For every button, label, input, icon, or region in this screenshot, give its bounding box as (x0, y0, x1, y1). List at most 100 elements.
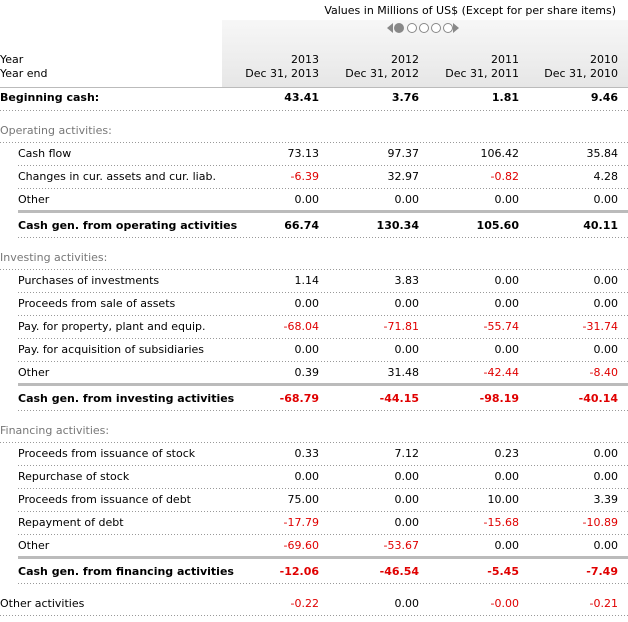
total-value: -12.06 (280, 565, 320, 578)
row-value: 3.39 (594, 493, 619, 506)
row-label: Pay. for acquisition of subsidiaries (18, 343, 204, 356)
other-activities-value: -0.22 (291, 597, 319, 610)
total-value: -68.79 (280, 392, 319, 405)
row-value: -68.04 (284, 320, 319, 333)
row-value: 0.39 (295, 366, 320, 379)
column-date: Dec 31, 2011 (445, 67, 519, 80)
other-activities-value: -0.00 (491, 597, 519, 610)
beginning-cash-value: 3.76 (392, 91, 419, 104)
other-activities-value: 0.00 (395, 597, 420, 610)
row-value: 0.00 (295, 343, 320, 356)
pager-dot[interactable] (431, 23, 441, 33)
pager-dot[interactable] (419, 23, 429, 33)
row-value: 97.37 (388, 147, 420, 160)
row-value: 31.48 (388, 366, 420, 379)
row-value: 0.00 (395, 193, 420, 206)
total-label: Cash gen. from investing activities (18, 392, 235, 405)
row-value: -6.39 (291, 170, 319, 183)
row-value: 0.00 (495, 343, 520, 356)
beginning-cash-value: 43.41 (284, 91, 319, 104)
row-value: -42.44 (484, 366, 519, 379)
pager-dot[interactable] (407, 23, 417, 33)
row-value: 75.00 (288, 493, 320, 506)
header-label: Year (0, 53, 24, 66)
section-title: Investing activities: (0, 251, 107, 264)
row-value: 10.00 (488, 493, 520, 506)
row-value: 0.00 (594, 297, 619, 310)
row-value: -8.40 (590, 366, 618, 379)
row-value: -10.89 (583, 516, 618, 529)
beginning-cash-value: 1.81 (492, 91, 519, 104)
header-label: Year end (0, 67, 48, 80)
column-date: Dec 31, 2013 (245, 67, 319, 80)
total-rule (18, 556, 628, 559)
pager-prev[interactable] (387, 23, 393, 33)
column-date: Dec 31, 2010 (544, 67, 618, 80)
row-label: Proceeds from sale of assets (18, 297, 176, 310)
row-value: 0.00 (495, 297, 520, 310)
row-value: 0.00 (295, 297, 320, 310)
row-label: Cash flow (18, 147, 71, 160)
pager-next[interactable] (453, 23, 459, 33)
row-label: Other (18, 539, 50, 552)
row-value: 0.00 (594, 274, 619, 287)
pager-dot[interactable] (443, 23, 453, 33)
total-rule (18, 210, 628, 213)
row-label: Repurchase of stock (18, 470, 130, 483)
row-value: 3.83 (395, 274, 420, 287)
row-label: Proceeds from issuance of debt (18, 493, 192, 506)
row-value: 106.42 (481, 147, 520, 160)
row-value: -0.82 (491, 170, 519, 183)
column-year: 2012 (391, 53, 419, 66)
row-value: 0.00 (594, 539, 619, 552)
row-value: 0.00 (395, 493, 420, 506)
row-value: 4.28 (594, 170, 619, 183)
pager-dot[interactable] (394, 23, 404, 33)
row-value: 35.84 (587, 147, 619, 160)
total-value: 40.11 (583, 219, 618, 232)
row-value: -69.60 (284, 539, 319, 552)
row-label: Other (18, 193, 50, 206)
row-label: Repayment of debt (18, 516, 124, 529)
row-value: 0.00 (594, 193, 619, 206)
total-value: -46.54 (380, 565, 420, 578)
row-value: 0.00 (495, 539, 520, 552)
column-date: Dec 31, 2012 (345, 67, 419, 80)
beginning-cash-value: 9.46 (591, 91, 618, 104)
pager[interactable] (387, 23, 459, 33)
row-value: 0.00 (295, 193, 320, 206)
row-value: 0.00 (395, 343, 420, 356)
row-label: Pay. for property, plant and equip. (18, 320, 206, 333)
row-value: 0.00 (395, 470, 420, 483)
column-year: 2013 (291, 53, 319, 66)
row-value: 0.00 (594, 343, 619, 356)
units-note: Values in Millions of US$ (Except for pe… (324, 4, 616, 17)
row-value: 0.00 (395, 297, 420, 310)
row-label: Proceeds from issuance of stock (18, 447, 196, 460)
total-value: 66.74 (284, 219, 319, 232)
row-value: 0.00 (495, 470, 520, 483)
row-label: Other (18, 366, 50, 379)
total-label: Cash gen. from operating activities (18, 219, 238, 232)
row-value: 0.00 (395, 516, 420, 529)
row-value: 1.14 (295, 274, 320, 287)
total-value: 105.60 (477, 219, 520, 232)
row-value: -55.74 (484, 320, 519, 333)
row-value: 0.00 (295, 470, 320, 483)
section-title: Operating activities: (0, 124, 112, 137)
row-label: Purchases of investments (18, 274, 159, 287)
row-value: 0.00 (495, 274, 520, 287)
total-value: -40.14 (579, 392, 619, 405)
row-value: 0.00 (594, 470, 619, 483)
total-value: -5.45 (487, 565, 519, 578)
total-rule (18, 383, 628, 386)
total-value: -44.15 (380, 392, 419, 405)
other-activities-value: -0.21 (590, 597, 618, 610)
row-value: -31.74 (583, 320, 618, 333)
row-value: -71.81 (384, 320, 419, 333)
row-value: -53.67 (384, 539, 419, 552)
row-value: 73.13 (288, 147, 320, 160)
row-value: 0.23 (495, 447, 520, 460)
row-value: 32.97 (388, 170, 420, 183)
